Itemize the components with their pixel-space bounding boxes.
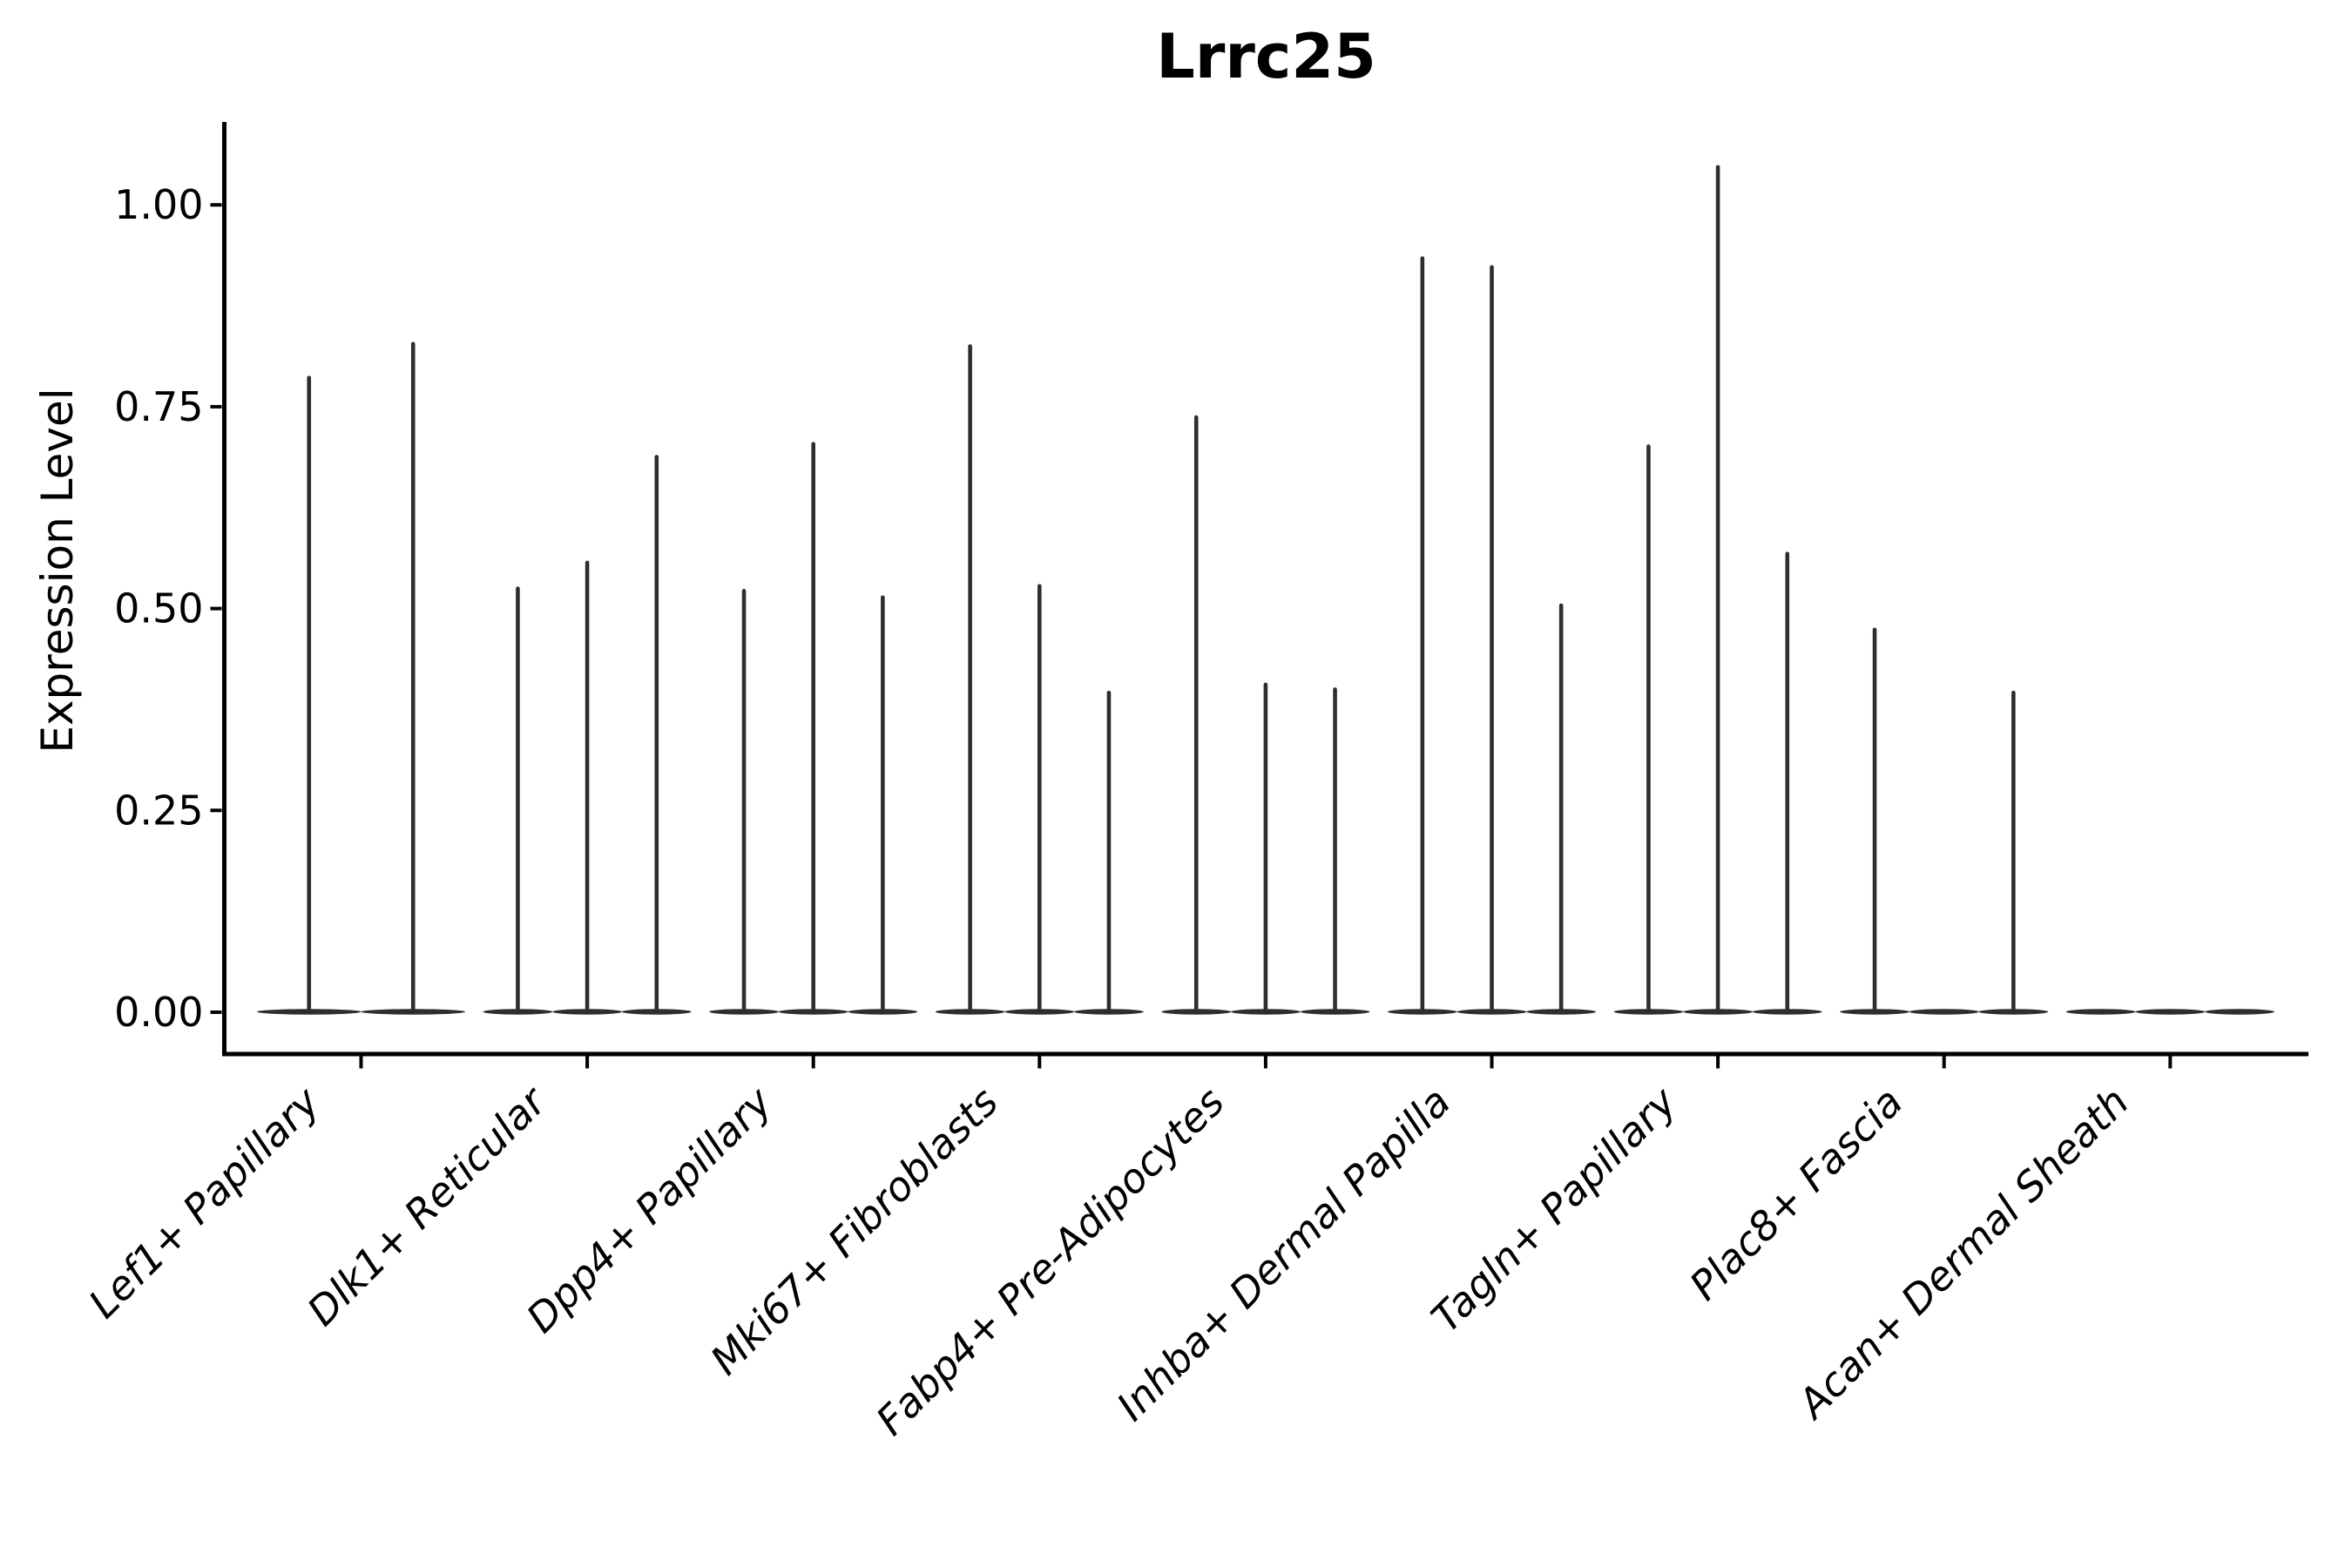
y-tick-label: 0.00 xyxy=(114,989,203,1036)
violin xyxy=(935,344,1005,1015)
violin xyxy=(709,589,779,1015)
violin xyxy=(2205,1009,2274,1015)
violin xyxy=(1752,551,1822,1015)
y-tick xyxy=(210,203,222,207)
violin-base xyxy=(2065,1009,2136,1015)
y-axis-spine xyxy=(222,122,226,1057)
violin xyxy=(1004,584,1075,1015)
violin xyxy=(1526,603,1596,1015)
x-tick xyxy=(359,1056,363,1069)
x-tick xyxy=(585,1056,590,1069)
violin xyxy=(1456,265,1527,1015)
violin xyxy=(1231,682,1301,1015)
x-axis-spine xyxy=(222,1051,2308,1057)
x-tick xyxy=(2168,1056,2173,1069)
chart-title: Lrrc25 xyxy=(1156,21,1376,92)
x-tick xyxy=(1716,1056,1720,1069)
violin xyxy=(1909,1009,1979,1015)
x-tick xyxy=(1263,1056,1267,1069)
violin xyxy=(1074,690,1144,1015)
violin xyxy=(2135,1009,2206,1015)
y-tick xyxy=(210,404,222,409)
x-tick xyxy=(811,1056,815,1069)
violin xyxy=(1978,690,2049,1015)
violin xyxy=(1161,415,1232,1015)
x-tick xyxy=(1942,1056,1946,1069)
x-tick-label: Plac8+ Fascia xyxy=(1680,1078,1911,1309)
violin xyxy=(483,586,553,1015)
violin xyxy=(1613,444,1684,1015)
violin xyxy=(1300,687,1370,1015)
violin xyxy=(1683,165,1753,1015)
y-tick-label: 0.50 xyxy=(114,585,203,632)
violin xyxy=(2065,1009,2136,1015)
y-tick-label: 0.25 xyxy=(114,787,203,834)
violin xyxy=(552,560,622,1015)
violin xyxy=(257,375,362,1015)
violin xyxy=(848,595,918,1015)
x-tick xyxy=(1037,1056,1042,1069)
y-tick-label: 0.75 xyxy=(114,383,203,430)
violin xyxy=(361,341,465,1015)
y-tick xyxy=(210,606,222,611)
y-tick-label: 1.00 xyxy=(114,181,203,228)
y-axis-label: Expression Level xyxy=(32,388,83,754)
violin-base xyxy=(2135,1009,2206,1015)
x-tick xyxy=(1490,1056,1494,1069)
violin-base xyxy=(2205,1009,2274,1015)
y-tick xyxy=(210,808,222,813)
x-tick-label: Dpp4+ Papillary xyxy=(517,1078,781,1342)
violin xyxy=(778,442,848,1015)
x-tick-label: Tagln+ Papillary xyxy=(1423,1078,1686,1342)
y-tick xyxy=(210,1010,222,1014)
violin xyxy=(621,455,692,1015)
violin xyxy=(1840,627,1909,1015)
violin-base xyxy=(1909,1009,1979,1015)
x-tick-label: Lef1+ Papillary xyxy=(79,1078,328,1327)
x-tick-label: Dlk1+ Reticular xyxy=(298,1076,557,1335)
violin xyxy=(1388,256,1457,1015)
